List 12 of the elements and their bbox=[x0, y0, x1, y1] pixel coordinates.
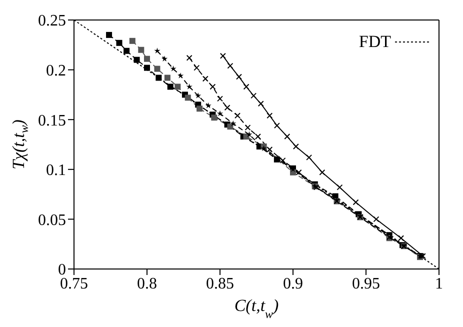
x-axis-title: C(t,t$_{w}$) bbox=[234, 296, 279, 321]
x-tick-label: 0.95 bbox=[352, 275, 380, 292]
legend-label: FDT bbox=[358, 32, 391, 52]
y-tick-label: 0.05 bbox=[38, 212, 66, 229]
y-tick-label: 0.25 bbox=[38, 12, 66, 30]
y-tick-label: 0.15 bbox=[38, 112, 66, 130]
y-tick-label: 0.1 bbox=[46, 162, 66, 180]
y-tick-label: 0.2 bbox=[46, 62, 66, 80]
x-tick-label: 0.85 bbox=[206, 275, 234, 292]
x-tick-label: 1 bbox=[435, 275, 443, 292]
x-tick-label: 0.8 bbox=[137, 275, 157, 292]
x-tick-label: 0.9 bbox=[283, 275, 303, 292]
